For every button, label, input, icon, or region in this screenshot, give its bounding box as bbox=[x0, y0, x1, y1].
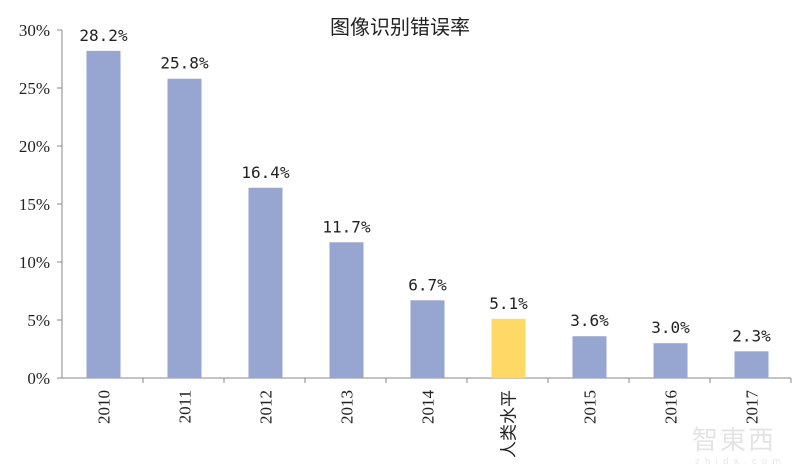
y-tick-label: 20% bbox=[19, 137, 50, 156]
x-tick-label: 2016 bbox=[662, 390, 681, 424]
data-label: 3.0% bbox=[651, 318, 690, 337]
data-label: 3.6% bbox=[570, 311, 609, 330]
data-label: 28.2% bbox=[79, 26, 128, 45]
y-tick-label: 25% bbox=[19, 79, 50, 98]
data-label: 16.4% bbox=[241, 163, 290, 182]
y-tick-label: 5% bbox=[27, 311, 50, 330]
bar bbox=[653, 343, 688, 378]
x-tick-label: 2017 bbox=[743, 390, 762, 425]
x-tick-label: 2010 bbox=[95, 390, 114, 424]
y-tick-label: 10% bbox=[19, 253, 50, 272]
x-tick-label: 2012 bbox=[257, 390, 276, 424]
watermark-url: zhidx.com bbox=[695, 457, 787, 467]
y-tick-label: 0% bbox=[27, 369, 50, 388]
bar bbox=[410, 300, 445, 378]
y-tick-label: 30% bbox=[19, 21, 50, 40]
bar bbox=[248, 187, 283, 378]
y-tick-label: 15% bbox=[19, 195, 50, 214]
x-tick-label: 人类水平 bbox=[500, 390, 520, 458]
bar bbox=[572, 336, 607, 378]
x-tick-label: 2011 bbox=[176, 390, 195, 423]
bar bbox=[491, 318, 526, 378]
x-tick-label: 2014 bbox=[419, 390, 438, 425]
data-label: 25.8% bbox=[160, 54, 209, 73]
x-tick-label: 2015 bbox=[581, 390, 600, 424]
data-label: 11.7% bbox=[322, 217, 371, 236]
x-tick-label: 2013 bbox=[338, 390, 357, 424]
bar bbox=[329, 242, 364, 378]
data-label: 5.1% bbox=[489, 294, 528, 313]
data-label: 6.7% bbox=[408, 275, 447, 294]
bar bbox=[167, 78, 202, 378]
data-label: 2.3% bbox=[732, 326, 771, 345]
bar bbox=[86, 50, 121, 378]
watermark-logo: 智東西 bbox=[692, 426, 777, 456]
chart-title: 图像识别错误率 bbox=[330, 15, 470, 39]
bar bbox=[734, 351, 769, 378]
